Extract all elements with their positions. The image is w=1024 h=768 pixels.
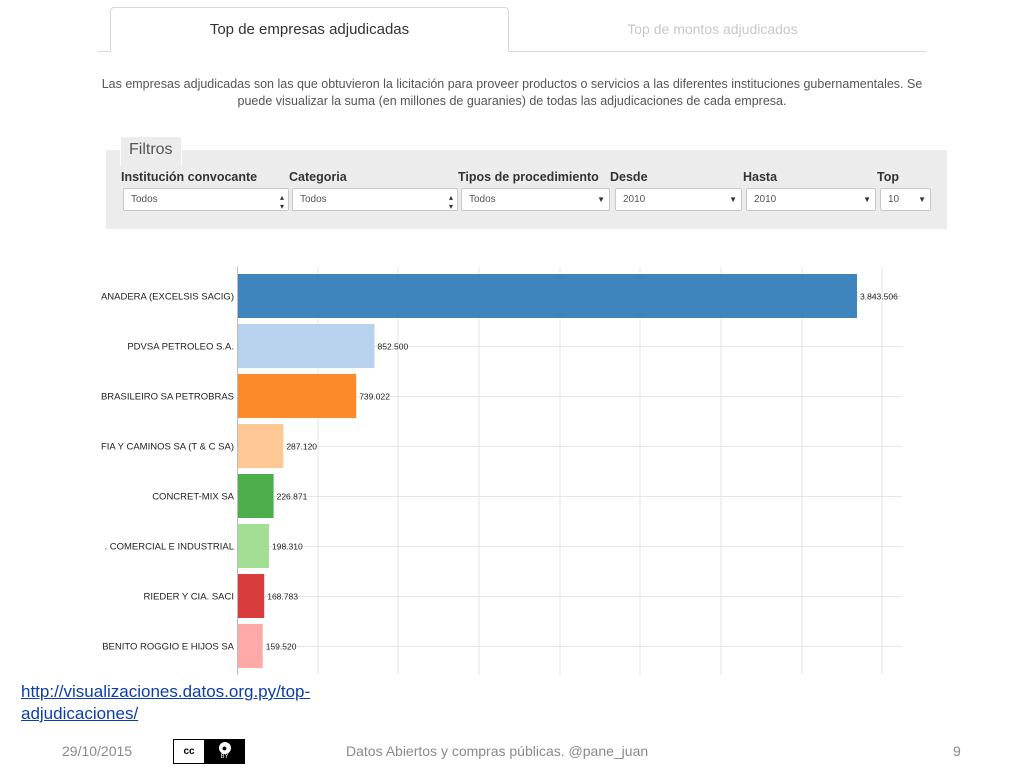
bar-category-label: CONCRET-MIX SA xyxy=(152,492,234,503)
bar-category-label: BRASILEIRO SA PETROBRAS xyxy=(101,392,234,403)
cc-by-part: ● BY xyxy=(205,740,244,763)
bar-category-label: FIA Y CAMINOS SA (T & C SA) xyxy=(101,442,234,453)
updown-arrow-icon: ▴ ▾ xyxy=(279,193,284,211)
hasta-select-value: 2010 xyxy=(754,194,777,205)
link-line-1[interactable]: http://visualizaciones.datos.org.py/top- xyxy=(21,682,311,701)
person-icon: ● xyxy=(218,742,231,754)
chevron-down-icon: ▼ xyxy=(863,195,871,204)
bar-value-label: 852.500 xyxy=(378,342,409,352)
bar[interactable] xyxy=(237,324,375,368)
tipos-procedimiento-select[interactable]: Todos ▼ xyxy=(461,188,610,211)
bar[interactable] xyxy=(237,274,857,318)
description-text: Las empresas adjudicadas son las que obt… xyxy=(101,77,923,108)
bar-chart: ANADERA (EXCELSIS SACIG) 3.843.506 PDVSA P… xyxy=(101,267,902,675)
categoria-select-value: Todos xyxy=(300,194,327,205)
updown-arrow-icon: ▴ ▾ xyxy=(448,193,453,211)
chevron-down-icon: ▼ xyxy=(597,195,605,204)
filter-label-tipos: Tipos de procedimiento xyxy=(458,170,599,184)
bar-value-label: 159.520 xyxy=(266,642,297,652)
bar[interactable] xyxy=(237,474,274,518)
filters-legend: Filtros xyxy=(120,136,182,165)
visualization-link[interactable]: http://visualizaciones.datos.org.py/top-… xyxy=(21,681,310,725)
bar-category-label: . COMERCIAL E INDUSTRIAL xyxy=(104,542,234,553)
tabs-divider xyxy=(98,51,926,52)
desde-select-value: 2010 xyxy=(623,194,646,205)
page-number: 9 xyxy=(953,743,961,759)
link-line-2[interactable]: adjudicaciones/ xyxy=(21,704,139,723)
bar[interactable] xyxy=(237,574,265,618)
institucion-select[interactable]: Todos ▴ ▾ xyxy=(123,188,289,211)
bar[interactable] xyxy=(237,524,269,568)
filter-label-desde: Desde xyxy=(610,170,648,184)
top-select[interactable]: 10 ▼ xyxy=(880,188,931,211)
categoria-select[interactable]: Todos ▴ ▾ xyxy=(292,188,458,211)
chevron-down-icon: ▼ xyxy=(918,195,926,204)
bar-value-label: 287.120 xyxy=(286,442,317,452)
bar-value-label: 739.022 xyxy=(359,392,390,402)
top-select-value: 10 xyxy=(888,194,900,205)
bar-category-label: ANADERA (EXCELSIS SACIG) xyxy=(101,292,234,303)
tipos-select-value: Todos xyxy=(469,194,496,205)
filter-label-categoria: Categoria xyxy=(289,170,347,184)
filter-label-hasta: Hasta xyxy=(743,170,778,184)
tab-top-montos[interactable]: Top de montos adjudicados xyxy=(627,21,798,37)
bar[interactable] xyxy=(237,624,263,668)
bar-value-label: 3.843.506 xyxy=(860,292,898,302)
cc-license-icon: cc ● BY xyxy=(173,739,245,764)
hasta-select[interactable]: 2010 ▼ xyxy=(746,188,876,211)
footer-title: Datos Abiertos y compras públicas. @pane… xyxy=(346,743,649,759)
bar-category-label: BENITO ROGGIO E HIJOS SA xyxy=(102,642,234,653)
bar[interactable] xyxy=(237,424,284,468)
footer-date: 29/10/2015 xyxy=(62,743,133,759)
institucion-select-value: Todos xyxy=(131,194,158,205)
bar-category-label: PDVSA PETROLEO S.A. xyxy=(127,342,234,353)
cc-logo: cc xyxy=(174,740,205,763)
bar-value-label: 226.871 xyxy=(277,492,308,502)
tab-top-empresas[interactable]: Top de empresas adjudicadas xyxy=(110,7,509,52)
desde-select[interactable]: 2010 ▼ xyxy=(615,188,742,211)
bar-value-label: 168.783 xyxy=(267,592,298,602)
chart-area: ANADERA (EXCELSIS SACIG) 3.843.506 PDVSA P… xyxy=(0,255,1024,675)
filter-label-institucion: Institución convocante xyxy=(121,170,258,184)
bar[interactable] xyxy=(237,374,357,418)
filter-label-top: Top xyxy=(877,170,899,184)
bar-value-label: 198.310 xyxy=(272,542,303,552)
bar-category-label: RIEDER Y CIA. SACI xyxy=(144,592,234,603)
cc-by-label: BY xyxy=(220,754,229,760)
chevron-down-icon: ▼ xyxy=(729,195,737,204)
